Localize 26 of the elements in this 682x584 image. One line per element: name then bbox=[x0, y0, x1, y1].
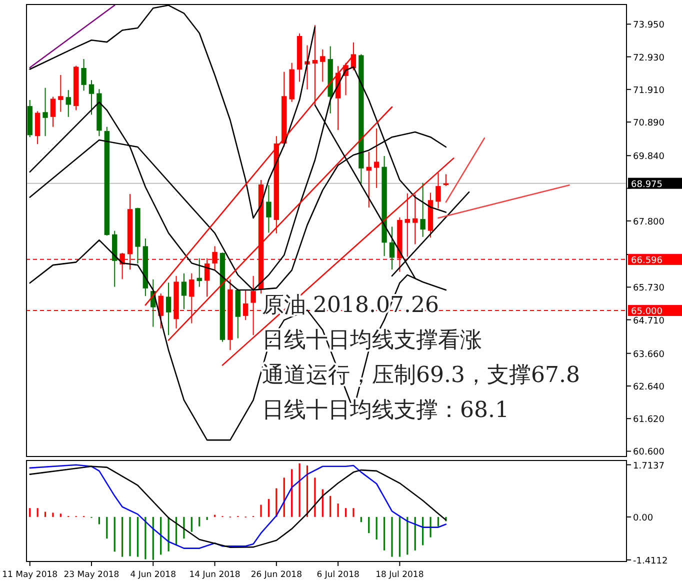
x-tick-label: 14 Jun 2018 bbox=[189, 570, 240, 580]
y-tick-label: -1.4112 bbox=[633, 556, 668, 566]
y-tick-label: 73.950 bbox=[633, 20, 665, 31]
ref-line-label: 68.975 bbox=[631, 180, 662, 190]
x-tick-label: 26 Jun 2018 bbox=[250, 570, 302, 580]
y-tick-label: 69.840 bbox=[633, 152, 665, 162]
y-tick-label: 62.640 bbox=[633, 382, 665, 392]
y-tick-label: 71.910 bbox=[633, 86, 665, 96]
ref-line-label: 65.000 bbox=[631, 306, 663, 317]
y-tick-label: 0.00 bbox=[633, 513, 654, 524]
annotation: 日线十日均线支撑：68.1 bbox=[262, 398, 509, 423]
y-tick-label: 1.7137 bbox=[633, 461, 664, 472]
y-tick-label: 67.800 bbox=[633, 217, 665, 228]
y-tick-label: 72.930 bbox=[633, 53, 665, 64]
y-tick-label: 61.620 bbox=[633, 415, 665, 426]
y-tick-label: 70.890 bbox=[633, 118, 665, 129]
x-tick-label: 23 May 2018 bbox=[64, 570, 120, 580]
y-tick-label: 63.660 bbox=[633, 350, 665, 360]
x-tick-label: 6 Jul 2018 bbox=[316, 570, 360, 580]
x-tick-label: 4 Jun 2018 bbox=[130, 570, 176, 580]
x-tick-label: 11 May 2018 bbox=[2, 570, 58, 580]
y-tick-label: 60.600 bbox=[633, 448, 665, 458]
ref-line-label: 66.596 bbox=[631, 256, 663, 266]
y-tick-label: 64.710 bbox=[633, 316, 665, 326]
x-tick-label: 18 Jul 2018 bbox=[376, 570, 424, 580]
y-tick-label: 65.730 bbox=[633, 284, 665, 294]
